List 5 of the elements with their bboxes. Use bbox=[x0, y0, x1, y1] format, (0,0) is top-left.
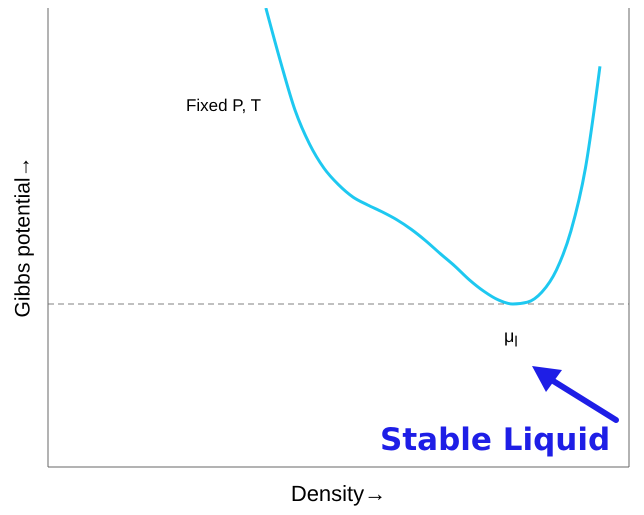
y-axis-title: Gibbs potential→ bbox=[11, 156, 34, 318]
annotation: Fixed P, T bbox=[186, 96, 261, 116]
annotation: μ$_{l}$ bbox=[504, 326, 518, 351]
annotation: Stable Liquid bbox=[380, 422, 610, 458]
x-axis-title: Density→ bbox=[290, 481, 386, 506]
